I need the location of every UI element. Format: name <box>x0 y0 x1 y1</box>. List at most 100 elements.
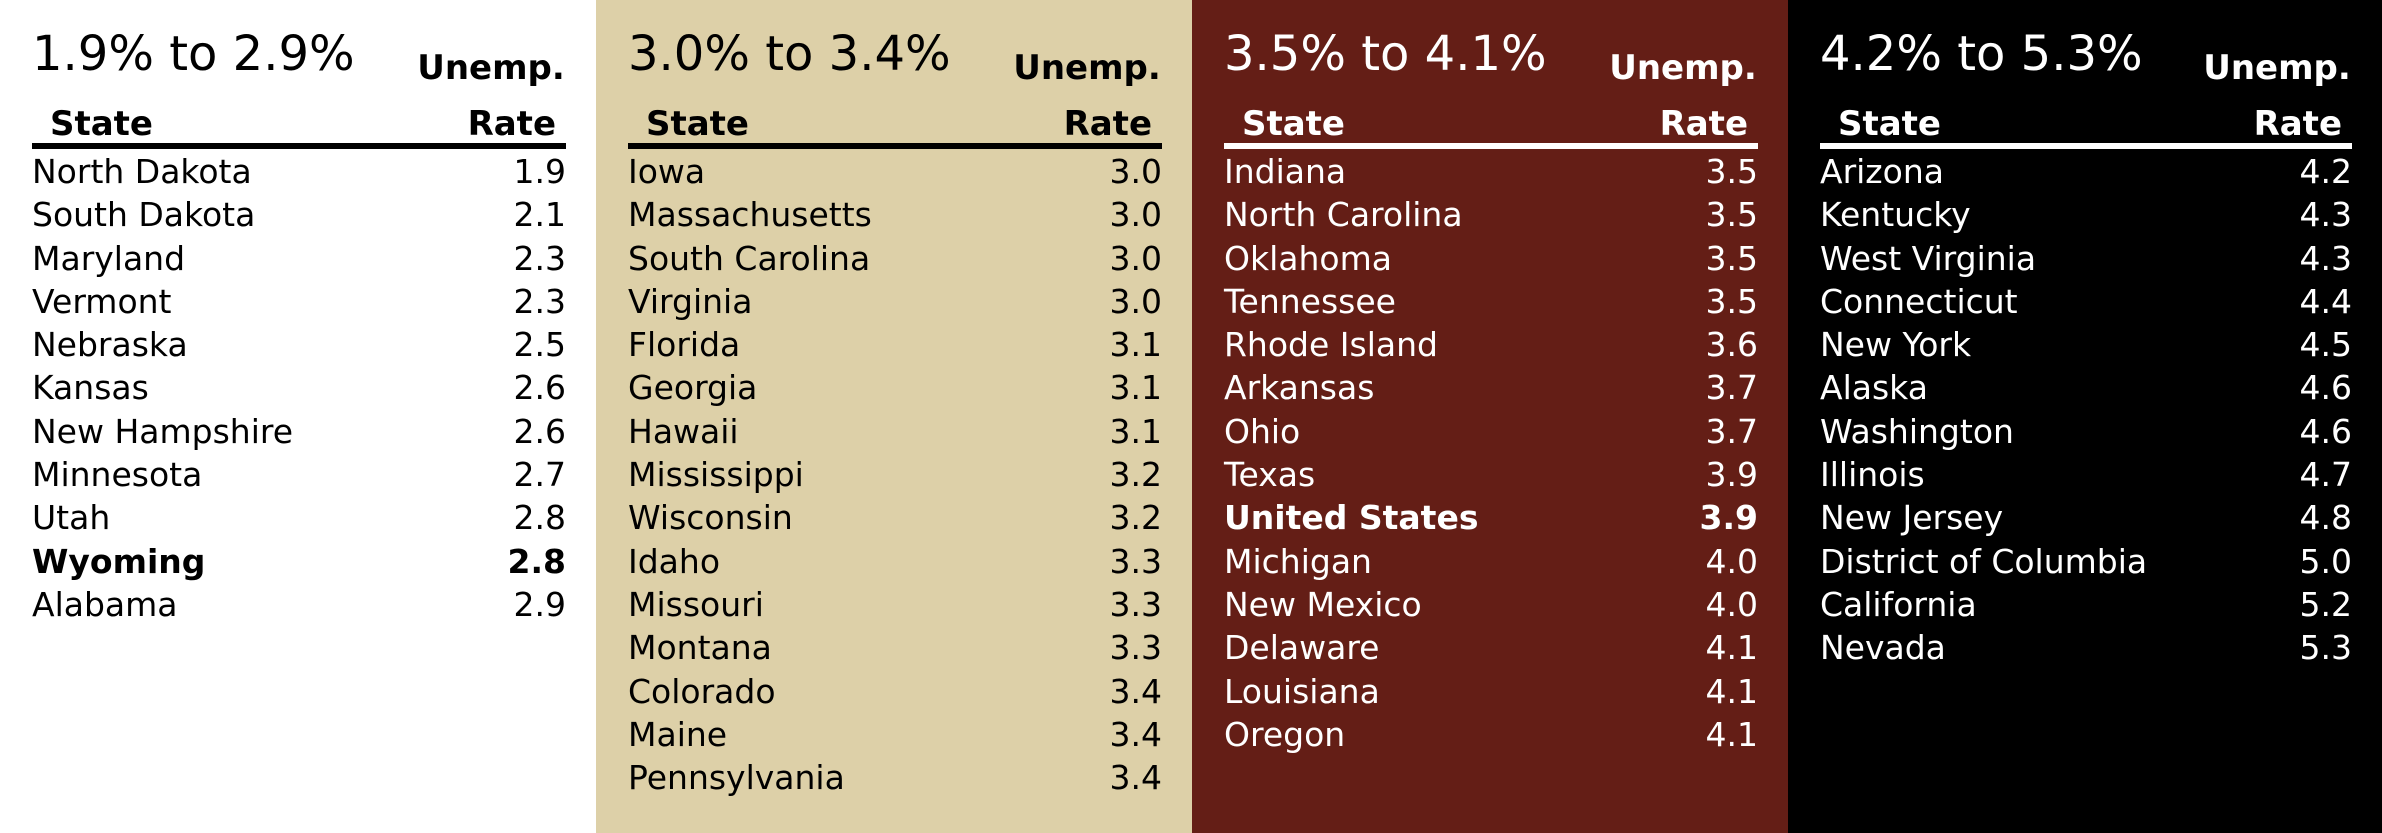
rate-value: 3.9 <box>1699 498 1758 538</box>
state-name: Iowa <box>628 152 706 191</box>
table-row: Michigan 4.0 <box>1224 540 1758 583</box>
state-name: Texas <box>1224 455 1316 495</box>
table-body: North Dakota 1.9 South Dakota 2.1 Maryland 2.… <box>32 150 566 626</box>
table-row: Utah 2.8 <box>32 496 566 539</box>
table-row: Washington 4.6 <box>1820 410 2352 453</box>
table-row: Oregon 4.1 <box>1224 713 1758 756</box>
table-row: Kansas 2.6 <box>32 366 566 409</box>
rate-value: 1.9 <box>513 152 566 191</box>
table-row: New Jersey 4.8 <box>1820 496 2352 539</box>
state-name: Pennsylvania <box>628 758 845 798</box>
table-row: Florida 3.1 <box>628 323 1162 366</box>
rate-value: 4.6 <box>2299 411 2352 451</box>
table-row: Texas 3.9 <box>1224 453 1758 496</box>
state-name: United States <box>1224 498 1479 538</box>
table-row: Rhode Island 3.6 <box>1224 323 1758 366</box>
state-name: Tennessee <box>1224 281 1396 321</box>
state-name: Alabama <box>32 584 178 624</box>
rate-value: 2.3 <box>513 281 566 321</box>
table-row: Kentucky 4.3 <box>1820 193 2352 236</box>
rate-value: 4.0 <box>1705 584 1758 624</box>
state-name: West Virginia <box>1820 238 2037 278</box>
state-name: Idaho <box>628 541 721 581</box>
table-row: Massachusetts 3.0 <box>628 193 1162 236</box>
table-body: Arizona 4.2 Kentucky 4.3 West Virginia 4.3 Con… <box>1820 150 2352 670</box>
rate-value: 2.3 <box>513 238 566 278</box>
table-row: Iowa 3.0 <box>628 150 1162 193</box>
rate-value: 4.3 <box>2299 238 2352 278</box>
state-name: Vermont <box>32 281 172 321</box>
state-name: Rhode Island <box>1224 325 1438 365</box>
state-name: North Dakota <box>32 152 252 191</box>
state-name: Indiana <box>1224 152 1347 191</box>
rate-value: 3.2 <box>1109 455 1162 495</box>
rate-value: 2.7 <box>513 455 566 495</box>
rate-value: 2.6 <box>513 411 566 451</box>
rate-value: 2.8 <box>513 498 566 538</box>
table-row: Delaware 4.1 <box>1224 626 1758 669</box>
state-name: Georgia <box>628 368 758 408</box>
header-divider <box>1820 143 2352 149</box>
state-name: Virginia <box>628 281 753 321</box>
header-divider <box>1224 143 1758 149</box>
rate-value: 3.4 <box>1109 714 1162 754</box>
table-row: Nevada 5.3 <box>1820 626 2352 669</box>
table-row: Connecticut 4.4 <box>1820 280 2352 323</box>
table-row: Georgia 3.1 <box>628 366 1162 409</box>
state-name: Arizona <box>1820 152 1944 191</box>
rate-value: 4.0 <box>1705 541 1758 581</box>
rate-value: 3.4 <box>1109 758 1162 798</box>
rate-value: 3.0 <box>1109 152 1162 191</box>
state-name: Delaware <box>1224 628 1380 668</box>
state-name: Minnesota <box>32 455 203 495</box>
state-name: New Hampshire <box>32 411 294 451</box>
state-name: New York <box>1820 325 1972 365</box>
state-name: Michigan <box>1224 541 1372 581</box>
state-name: Washington <box>1820 411 2014 451</box>
column-header-state: State <box>50 104 153 144</box>
rate-value: 4.1 <box>1705 714 1758 754</box>
table-row: California 5.2 <box>1820 583 2352 626</box>
state-name: Wisconsin <box>628 498 793 538</box>
table-row: New York 4.5 <box>1820 323 2352 366</box>
column-header-unemp: Unemp. <box>1013 48 1161 88</box>
table-row: Wisconsin 3.2 <box>628 496 1162 539</box>
table-row: Maine 3.4 <box>628 713 1162 756</box>
column-header-rate: Rate <box>1659 104 1748 144</box>
table-row: Alabama 2.9 <box>32 583 566 626</box>
table-row: South Carolina 3.0 <box>628 237 1162 280</box>
table-row: Hawaii 3.1 <box>628 410 1162 453</box>
table-row: Colorado 3.4 <box>628 670 1162 713</box>
rate-value: 4.4 <box>2299 281 2352 321</box>
table-row: South Dakota 2.1 <box>32 193 566 236</box>
table-row: Illinois 4.7 <box>1820 453 2352 496</box>
rate-value: 3.2 <box>1109 498 1162 538</box>
column-header-rate: Rate <box>467 104 556 144</box>
state-name: Massachusetts <box>628 195 872 235</box>
rate-value: 3.3 <box>1109 628 1162 668</box>
table-row: United States 3.9 <box>1224 496 1758 539</box>
rate-value: 2.1 <box>513 195 566 235</box>
state-name: South Dakota <box>32 195 256 235</box>
state-name: Nevada <box>1820 628 1946 668</box>
rate-value: 2.9 <box>513 584 566 624</box>
rate-value: 3.0 <box>1109 238 1162 278</box>
range-panel-3: 3.5% to 4.1% Unemp. State Rate Indiana 3.5 Nor… <box>1192 0 1788 833</box>
rate-value: 2.6 <box>513 368 566 408</box>
state-name: Maine <box>628 714 728 754</box>
rate-value: 3.0 <box>1109 195 1162 235</box>
rate-value: 3.4 <box>1109 671 1162 711</box>
state-name: Ohio <box>1224 411 1301 451</box>
column-header-rate: Rate <box>1063 104 1152 144</box>
table-row: Vermont 2.3 <box>32 280 566 323</box>
state-name: New Mexico <box>1224 584 1422 624</box>
state-name: New Jersey <box>1820 498 2004 538</box>
rate-value: 5.2 <box>2299 584 2352 624</box>
state-name: Mississippi <box>628 455 804 495</box>
column-header-unemp: Unemp. <box>1609 48 1757 88</box>
state-name: Louisiana <box>1224 671 1380 711</box>
range-panel-1: 1.9% to 2.9% Unemp. State Rate North Dakota 1… <box>0 0 596 833</box>
range-panel-4: 4.2% to 5.3% Unemp. State Rate Arizona 4.2 Ken… <box>1788 0 2382 833</box>
rate-value: 3.5 <box>1705 195 1758 235</box>
table-row: Indiana 3.5 <box>1224 150 1758 193</box>
